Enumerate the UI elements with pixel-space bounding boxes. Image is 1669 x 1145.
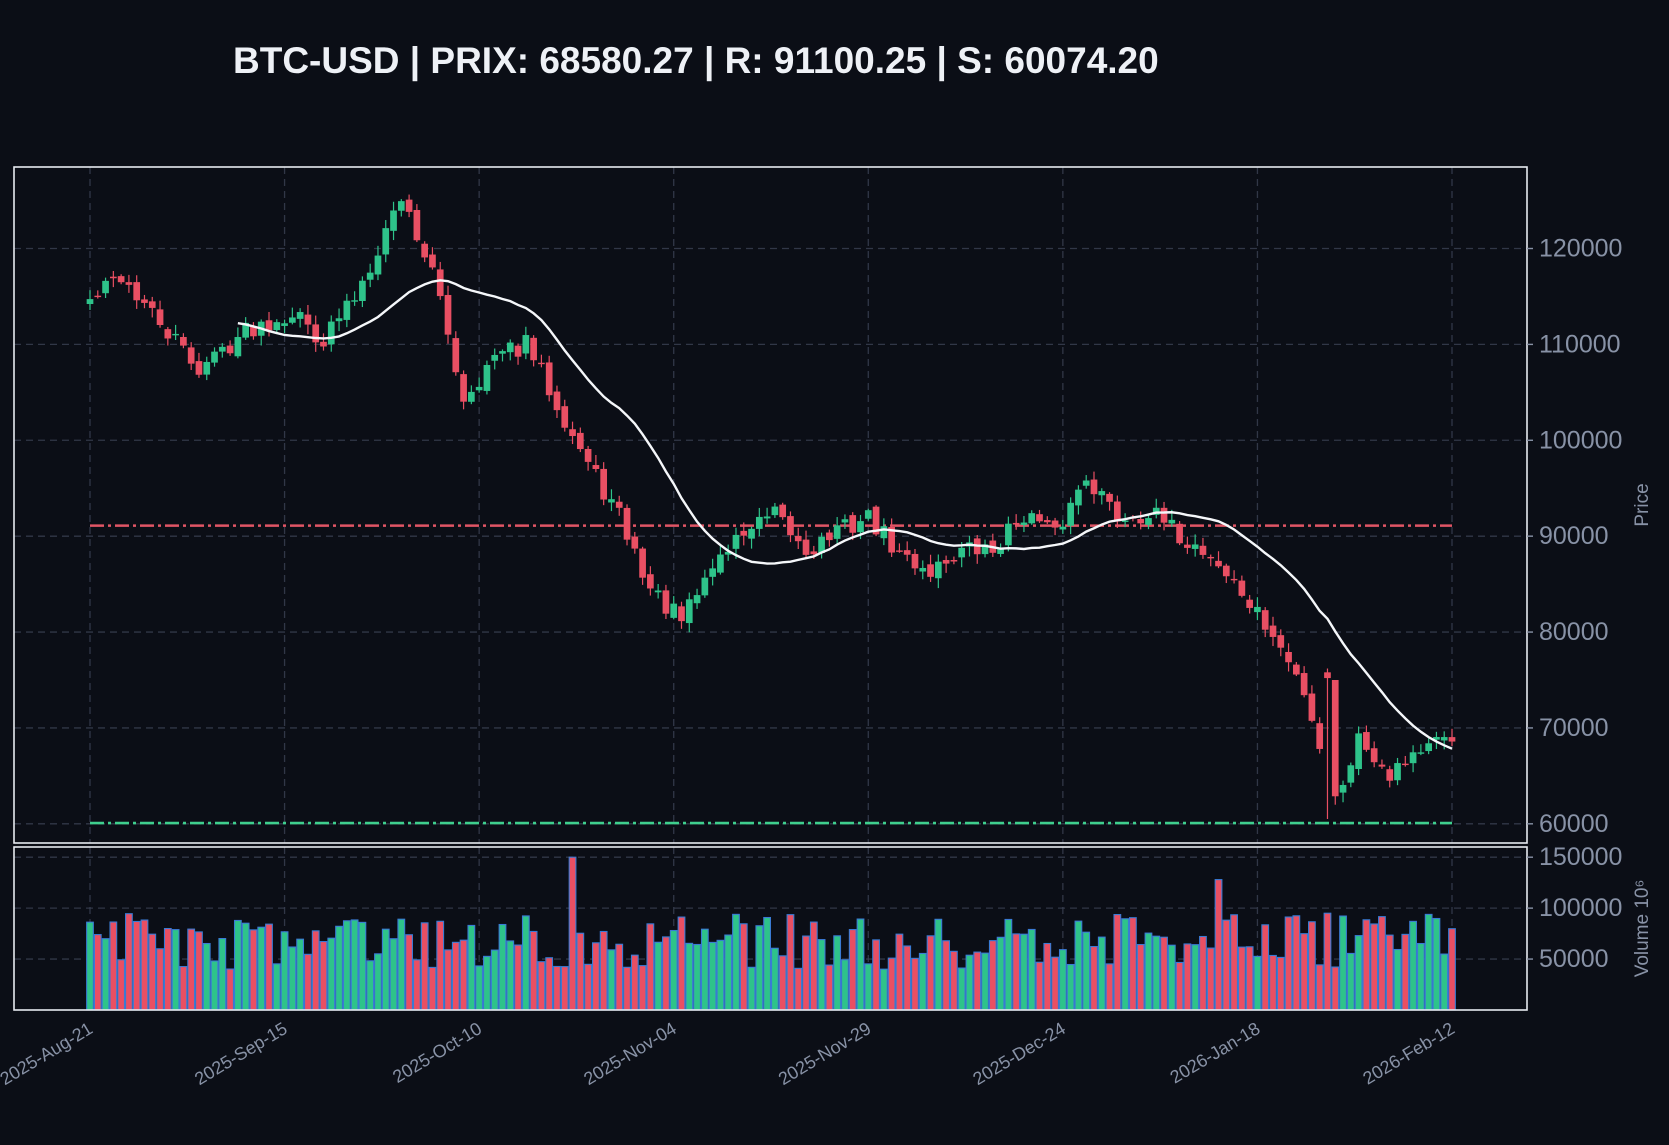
svg-text:80000: 80000 <box>1539 618 1609 646</box>
svg-text:100000: 100000 <box>1539 426 1622 454</box>
svg-text:70000: 70000 <box>1539 714 1609 742</box>
svg-text:100000: 100000 <box>1539 894 1622 922</box>
svg-text:60000: 60000 <box>1539 810 1609 838</box>
svg-text:120000: 120000 <box>1539 235 1622 263</box>
svg-text:BTC-USD | PRIX: 68580.27 | R:: BTC-USD | PRIX: 68580.27 | R: 91100.25 |… <box>233 40 1159 82</box>
svg-text:Volume 10⁶: Volume 10⁶ <box>1632 880 1653 978</box>
svg-text:150000: 150000 <box>1539 843 1622 871</box>
svg-text:110000: 110000 <box>1539 330 1621 358</box>
svg-text:90000: 90000 <box>1539 522 1609 550</box>
svg-text:Price: Price <box>1632 483 1653 526</box>
svg-text:50000: 50000 <box>1539 945 1609 973</box>
